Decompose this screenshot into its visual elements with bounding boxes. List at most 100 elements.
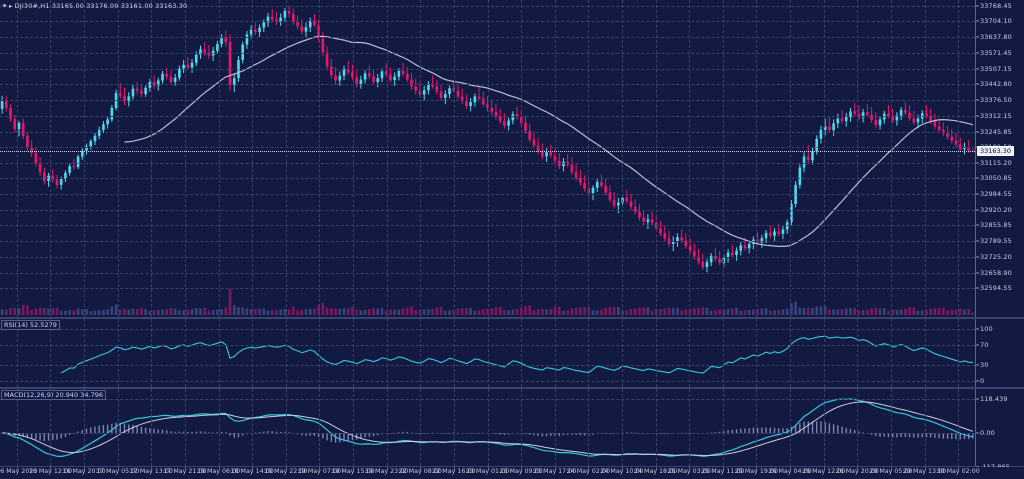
time-axis-label: 25 May 19:00 — [734, 468, 779, 475]
time-tick — [252, 467, 254, 470]
time-axis-label: 24 May 02:00 — [566, 468, 610, 475]
time-tick — [857, 467, 859, 470]
axis-tick — [976, 224, 979, 226]
axis-tick — [976, 131, 979, 133]
time-tick — [84, 467, 86, 470]
time-axis[interactable]: 16 May 2023 16 May 12:00 16 May 20:00 17 Ma… — [0, 467, 1024, 479]
axis-tick — [976, 240, 979, 242]
macd-line — [2, 398, 974, 458]
axis-tick — [976, 256, 979, 258]
time-axis-label: 26 May 04:00 — [768, 468, 812, 475]
price-axis-label: 32725.20 — [980, 252, 1012, 261]
time-tick — [689, 467, 691, 470]
time-axis-label: 23 May 17:00 — [533, 468, 577, 475]
axis-tick — [976, 193, 979, 195]
price-axis-label: 33637.80 — [980, 33, 1012, 42]
rsi-series — [60, 335, 973, 374]
rsi-axis-label: 100 — [980, 325, 993, 333]
time-tick — [722, 467, 724, 470]
time-tick — [487, 467, 489, 470]
axis-tick — [976, 5, 979, 7]
rsi-plot-area[interactable] — [0, 319, 975, 387]
time-axis-label: 24 May 18:00 — [634, 468, 678, 475]
price-axis-label: 32594.55 — [980, 284, 1012, 292]
time-axis-label: 24 May 10:00 — [600, 468, 644, 475]
time-axis-label: 22 May 08:00 — [398, 468, 442, 475]
axis-tick — [976, 177, 979, 179]
price-axis-label: 33571.45 — [980, 49, 1012, 58]
axis-tick — [976, 328, 979, 330]
price-axis-label: 33442.80 — [980, 80, 1012, 89]
price-axis[interactable]: 33768.45 33704.10 33637.80 33571.45 33507.15… — [975, 0, 1024, 317]
time-tick — [924, 467, 926, 470]
time-tick — [588, 467, 590, 470]
candlestick-series — [0, 6, 975, 315]
time-axis-label: 16 May 12:00 — [28, 468, 73, 475]
rsi-axis-label: 70 — [980, 340, 989, 349]
axis-tick — [976, 364, 979, 366]
time-tick — [453, 467, 455, 470]
time-tick — [319, 467, 321, 470]
price-axis-label: 32658.90 — [980, 268, 1012, 277]
time-tick — [420, 467, 422, 470]
time-axis-label: 17 May 05:00 — [96, 468, 140, 475]
rsi-header: RSI(14) 52.5279 — [1, 320, 60, 330]
time-tick — [353, 467, 355, 470]
collapse-triangle-icon[interactable] — [2, 4, 7, 8]
macd-signal-line — [2, 401, 974, 457]
axis-tick — [976, 99, 979, 101]
axis-tick — [976, 36, 979, 38]
moving-average-line — [124, 35, 974, 247]
rsi-panel[interactable]: 100 70 30 0 RSI(14) 52.5279 — [0, 318, 1024, 388]
time-tick — [151, 467, 153, 470]
time-tick — [890, 467, 892, 470]
time-tick — [521, 467, 523, 470]
axis-tick — [976, 52, 979, 54]
time-axis-label: 18 May 06:00 — [196, 468, 241, 475]
time-axis-label: 17 May 13:00 — [129, 468, 173, 475]
price-panel[interactable]: 33768.45 33704.10 33637.80 33571.45 33507.15… — [0, 0, 1024, 318]
axis-tick — [976, 115, 979, 117]
time-tick — [621, 467, 623, 470]
price-axis-label: 33704.10 — [980, 17, 1012, 26]
time-axis-label: 19 May 23:00 — [365, 468, 409, 475]
rsi-axis-label: 30 — [980, 361, 989, 370]
time-axis-label: 25 May 11:00 — [701, 468, 745, 475]
axis-tick — [976, 209, 979, 211]
axis-tick — [976, 68, 979, 70]
price-axis-label: 32789.55 — [980, 237, 1012, 246]
time-axis-label: 26 May 12:00 — [802, 468, 846, 475]
time-axis-label: 29 May 13:00 — [902, 468, 947, 475]
rsi-line — [60, 335, 973, 374]
time-axis-label: 30 May 02:00 — [936, 468, 980, 475]
macd-series — [1, 398, 974, 458]
rsi-axis[interactable]: 100 70 30 0 — [975, 319, 1024, 387]
time-tick — [554, 467, 556, 470]
time-tick — [117, 467, 119, 470]
time-axis-label: 23 May 09:00 — [499, 468, 543, 475]
axis-tick — [976, 272, 979, 274]
price-axis-label: 32920.20 — [980, 205, 1012, 214]
time-tick — [655, 467, 657, 470]
time-tick — [218, 467, 220, 470]
rsi-axis-label: 0 — [980, 377, 985, 385]
time-axis-label: 16 May 20:00 — [62, 468, 106, 475]
time-tick — [184, 467, 186, 470]
time-tick — [16, 467, 18, 470]
price-axis-label: 33376.50 — [980, 96, 1012, 105]
axis-tick — [976, 380, 979, 382]
axis-tick — [976, 287, 979, 289]
axis-tick — [976, 83, 979, 85]
price-axis-label: 32855.85 — [980, 221, 1012, 230]
axis-tick — [976, 344, 979, 346]
macd-plot-area[interactable] — [0, 389, 975, 466]
price-axis-label: 33507.15 — [980, 64, 1012, 73]
time-axis-label: 26 May 20:00 — [835, 468, 879, 475]
macd-axis-label: 118.439 — [980, 395, 1008, 403]
symbol-header-label: ▸ DJI30#,H1 33165.00 33176.00 33161.00 3… — [9, 2, 188, 10]
time-axis-label: 23 May 01:00 — [465, 468, 510, 475]
price-plot-area[interactable] — [0, 0, 975, 317]
